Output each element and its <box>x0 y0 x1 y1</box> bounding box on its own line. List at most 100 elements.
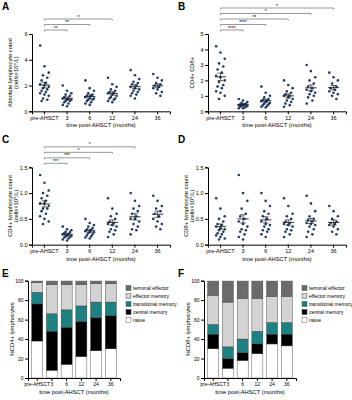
y-axis-line <box>25 281 29 378</box>
point <box>132 89 135 92</box>
y-tick-mark <box>29 86 32 87</box>
x-tick-label: pre-AHSCT <box>206 115 235 121</box>
point <box>66 105 69 108</box>
x-axis-title: time post-AHSCT (months) <box>66 256 136 262</box>
y-axis-line <box>29 168 33 245</box>
x-tick-label: pre-AHSCT <box>24 381 50 387</box>
bar-segment <box>267 323 278 335</box>
point <box>131 83 134 86</box>
panel-label: B <box>178 1 185 12</box>
x-tick: 36 <box>108 378 114 387</box>
error-bar <box>285 220 291 225</box>
point <box>115 212 118 215</box>
point <box>335 98 338 101</box>
legend-swatch <box>126 310 131 315</box>
panel: F020406080100pre-AHSCT36122436time post-… <box>178 268 352 395</box>
point <box>237 220 240 223</box>
point <box>138 88 141 91</box>
y-tick-mark <box>25 359 28 360</box>
point <box>314 224 317 227</box>
significance-label: *** <box>53 158 59 164</box>
point <box>223 215 226 218</box>
point <box>108 230 111 233</box>
x-tick: 6 <box>241 378 244 387</box>
marks <box>208 281 293 378</box>
y-tick-label: 1.0 <box>20 190 28 196</box>
y-tick: 5 <box>200 31 208 37</box>
bar-segment <box>32 341 43 378</box>
x-tick: pre-AHSCT <box>206 111 235 120</box>
point <box>115 86 118 89</box>
point <box>218 62 221 65</box>
point <box>221 233 224 236</box>
y-tick-mark <box>25 320 28 321</box>
y-tick-label: 5 <box>200 31 203 37</box>
point <box>242 238 245 241</box>
point <box>84 236 87 239</box>
point <box>47 95 50 98</box>
point <box>308 225 311 228</box>
significance-label: * <box>265 8 267 14</box>
y-tick-mark <box>205 111 208 112</box>
point <box>260 105 263 108</box>
point <box>222 230 225 233</box>
legend-label: terminal effector <box>309 285 345 291</box>
y-tick: 80 <box>18 297 28 303</box>
point <box>335 233 338 236</box>
bar-segment <box>105 316 116 349</box>
legend-item: naive <box>302 317 321 323</box>
y-tick: 2 <box>24 83 32 89</box>
point <box>161 91 164 94</box>
bar-segment <box>105 284 116 302</box>
point <box>332 210 335 213</box>
y-tick: 4 <box>200 47 208 53</box>
y-axis-line <box>205 35 209 112</box>
significance-label: ** <box>252 14 256 20</box>
legend: terminal effectoreffector memorytransiti… <box>302 285 352 323</box>
point <box>237 98 240 101</box>
y-axis-title-line: CD4+ lymphocyte count <box>7 175 13 237</box>
x-axis-title: time post-AHSCT (months) <box>242 122 312 128</box>
x-tick: 3 <box>51 378 54 387</box>
point <box>152 218 155 221</box>
x-tick-label: 3 <box>242 115 245 121</box>
bar-segment <box>76 322 87 357</box>
point <box>111 207 114 210</box>
point <box>93 89 96 92</box>
legend-label: naive <box>133 317 145 323</box>
y-axis-title: %CD8+ lymphocytes <box>185 302 191 356</box>
point <box>284 230 287 233</box>
error-bar <box>331 86 337 90</box>
panel: C0.00.51.01.5pre-AHSCT36122436time post-… <box>2 134 171 261</box>
x-tick: 36 <box>154 111 160 120</box>
point <box>107 197 110 200</box>
point <box>240 228 243 231</box>
point <box>47 86 50 89</box>
y-axis-title-line: CD4+ CD8+ <box>189 56 195 88</box>
point <box>129 218 132 221</box>
point <box>263 96 266 99</box>
y-tick-label: 100 <box>15 278 24 284</box>
point <box>221 87 224 90</box>
x-tick-label: 6 <box>264 115 267 121</box>
point <box>47 205 50 208</box>
y-axis: 0246 <box>24 31 32 114</box>
point <box>337 228 340 231</box>
point <box>114 229 117 232</box>
error-bar <box>132 214 138 220</box>
y-tick-mark <box>29 245 32 246</box>
x-tick: 12 <box>109 111 115 120</box>
y-axis-title: CD8+ lymphocyte count(cells×10⁹/L) <box>183 175 196 237</box>
y-tick-mark <box>205 65 208 66</box>
y-tick: 2 <box>200 78 208 84</box>
bar-segment <box>76 285 87 306</box>
point <box>155 92 158 95</box>
point <box>46 207 49 210</box>
x-tick: pre-AHSCT <box>206 245 235 254</box>
bar-segment <box>46 285 57 314</box>
y-tick-mark <box>201 378 204 379</box>
point <box>223 228 226 231</box>
error-bar <box>218 224 224 229</box>
point <box>314 91 317 94</box>
point <box>269 205 272 208</box>
